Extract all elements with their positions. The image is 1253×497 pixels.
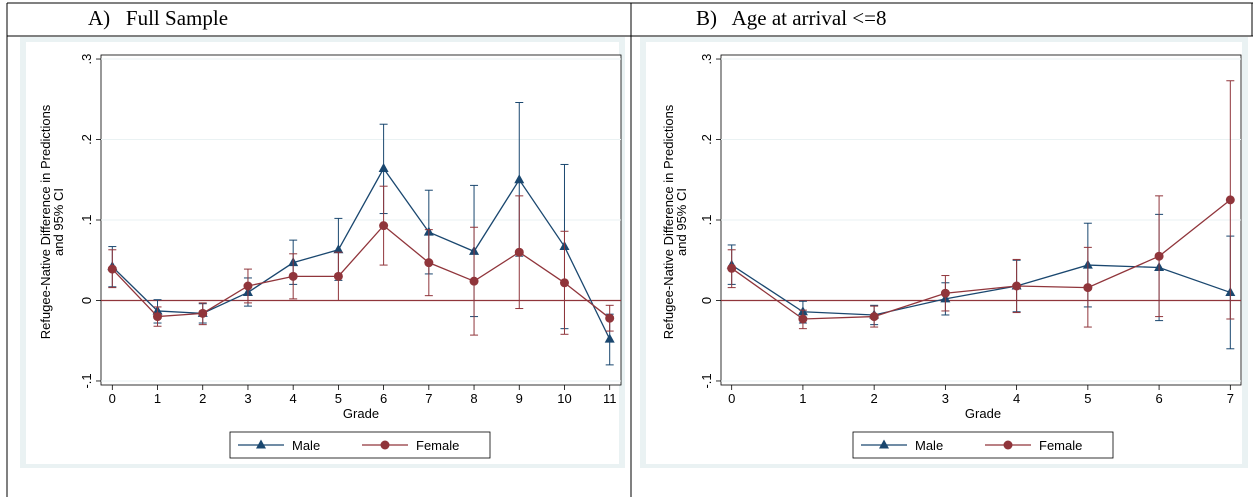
series-line: [111, 167, 611, 340]
legend-male-triangle-icon: [879, 439, 889, 449]
series-line: [731, 199, 1231, 320]
data-point-circle: [243, 281, 253, 291]
y-tick-label: .2: [699, 134, 714, 145]
legend-female-label: Female: [1039, 438, 1082, 453]
legend-male-label: Male: [292, 438, 320, 453]
series-female: [727, 80, 1235, 330]
y-axis-label-line2: and 95% CI: [674, 188, 689, 256]
panel-a-label: A): [88, 6, 111, 30]
data-point-triangle: [333, 244, 344, 254]
y-tick-label: 0: [79, 297, 94, 304]
y-axis-label-line2: and 95% CI: [51, 188, 66, 256]
series-line: [731, 264, 1231, 316]
data-point-circle: [559, 278, 569, 288]
y-tick-label: 0: [699, 297, 714, 304]
y-tick-label: .1: [699, 215, 714, 226]
x-tick-label: 2: [871, 391, 878, 406]
x-tick-label: 6: [380, 391, 387, 406]
data-point-circle: [1225, 195, 1235, 205]
data-point-circle: [1154, 251, 1164, 261]
x-axis: 0 1 2 3 4 5 6 7: [728, 385, 1234, 406]
y-tick-label: -.1: [79, 373, 94, 388]
series-line: [111, 224, 611, 319]
gridlines: [101, 58, 621, 382]
data-point-circle: [869, 312, 879, 322]
data-point-circle: [798, 314, 808, 324]
x-tick-label: 4: [290, 391, 297, 406]
legend-male-triangle-icon: [256, 439, 266, 449]
data-point-circle: [940, 288, 950, 298]
x-tick-label: 7: [1227, 391, 1234, 406]
data-point-circle: [107, 264, 117, 274]
data-point-triangle: [514, 174, 525, 184]
legend-female-circle-icon: [1003, 440, 1013, 450]
x-tick-label: 11: [603, 391, 617, 406]
x-tick-label: 7: [425, 391, 432, 406]
x-tick-label: 3: [244, 391, 251, 406]
data-point-circle: [153, 312, 163, 322]
panel-b-label: B): [696, 6, 717, 30]
x-tick-label: 4: [1013, 391, 1020, 406]
data-point-circle: [727, 263, 737, 273]
x-tick-label: 1: [154, 391, 161, 406]
y-tick-label: .2: [79, 134, 94, 145]
y-tick-label: .3: [699, 54, 714, 65]
x-tick-label: 8: [470, 391, 477, 406]
panel-a-title: A) Full Sample: [88, 6, 228, 31]
x-tick-label: 9: [516, 391, 523, 406]
y-axis-label-line1: Refugee-Native Difference in Predictions: [661, 104, 676, 339]
data-point-circle: [514, 247, 524, 257]
x-tick-label: 5: [1084, 391, 1091, 406]
y-tick-label: -.1: [699, 373, 714, 388]
gridlines: [721, 58, 1241, 382]
panel-b-title-text: Age at arrival <=8: [731, 6, 887, 30]
x-tick-label: 6: [1155, 391, 1162, 406]
legend: Male Female: [852, 431, 1114, 459]
x-tick-label: 10: [557, 391, 571, 406]
data-point-circle: [333, 271, 343, 281]
x-tick-label: 1: [799, 391, 806, 406]
x-tick-label: 0: [109, 391, 116, 406]
y-tick-label: .3: [79, 54, 94, 65]
legend-female-label: Female: [416, 438, 459, 453]
chart-panel-a: -.1 0 .1 .2 .3 0 1 2 3 4 5 6 7 8 9 10 11 Refugee-Native…: [20, 37, 625, 468]
data-point-circle: [379, 221, 389, 231]
data-point-circle: [469, 276, 479, 286]
y-tick-label: .1: [79, 215, 94, 226]
x-tick-label: 2: [199, 391, 206, 406]
panel-a-title-text: Full Sample: [125, 6, 229, 30]
x-axis: 0 1 2 3 4 5 6 7 8 9 10 11: [109, 385, 617, 406]
data-point-circle: [424, 258, 434, 268]
data-point-triangle: [604, 333, 615, 343]
legend-female-circle-icon: [380, 440, 390, 450]
data-point-circle: [198, 308, 208, 318]
y-axis: -.1 0 .1 .2 .3: [699, 54, 721, 389]
chart-panel-b: -.1 0 .1 .2 .3 0 1 2 3 4 5 6 7 Refugee-Native Diffe…: [640, 37, 1248, 468]
data-point-triangle: [378, 162, 389, 172]
y-axis: -.1 0 .1 .2 .3: [79, 54, 101, 389]
panel-b-title: B) Age at arrival <=8: [696, 6, 886, 31]
data-point-circle: [1012, 281, 1022, 291]
x-tick-label: 0: [728, 391, 735, 406]
x-tick-label: 3: [942, 391, 949, 406]
x-axis-label: Grade: [343, 406, 379, 421]
legend: Male Female: [229, 431, 491, 459]
legend-male-label: Male: [915, 438, 943, 453]
y-axis-label-line1: Refugee-Native Difference in Predictions: [38, 104, 53, 339]
x-axis-label: Grade: [965, 406, 1001, 421]
data-point-circle: [605, 313, 615, 323]
data-point-circle: [1083, 283, 1093, 293]
data-point-circle: [288, 271, 298, 281]
series-female: [107, 185, 615, 336]
x-tick-label: 5: [335, 391, 342, 406]
